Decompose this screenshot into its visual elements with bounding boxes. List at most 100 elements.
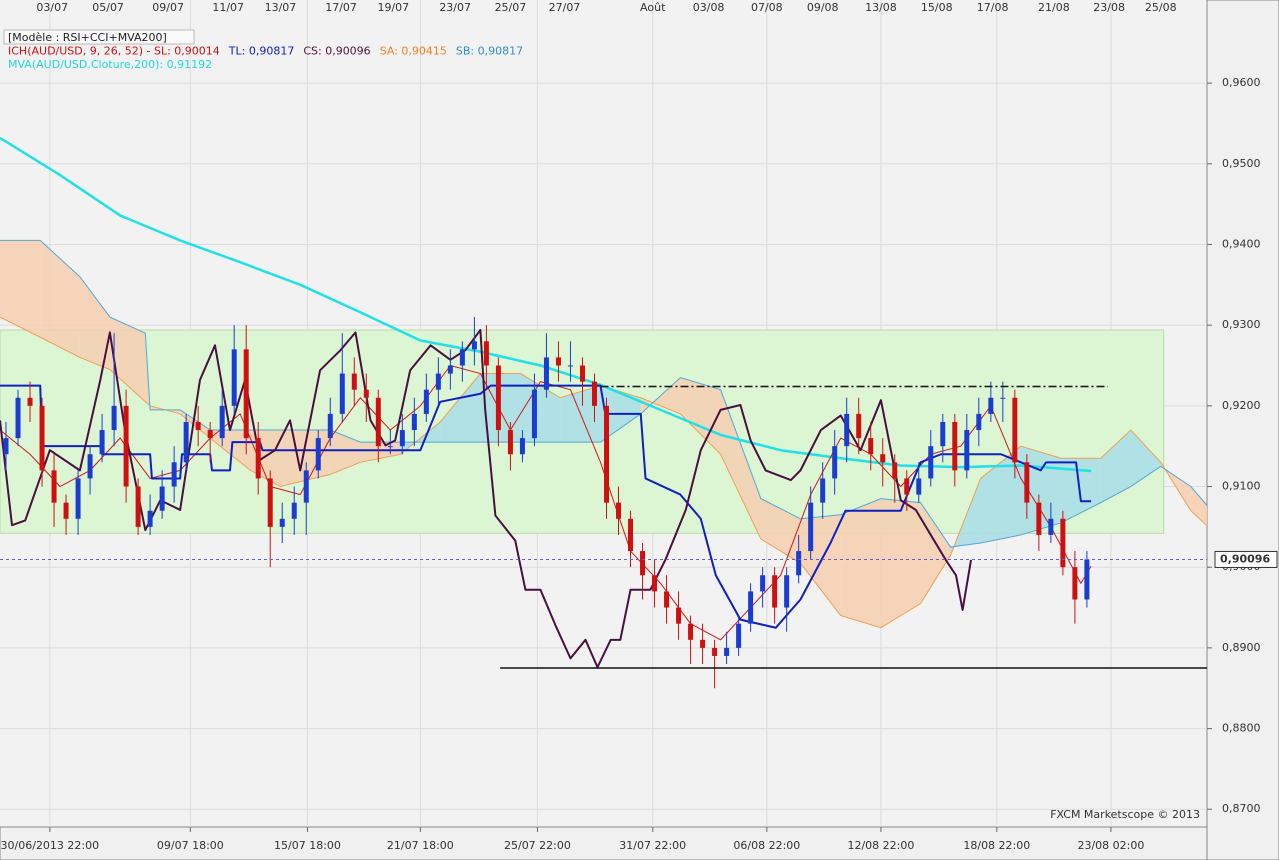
candle-body [604,405,610,503]
x-tick-label: 12/08 22:00 [847,839,914,852]
candle-body [459,349,465,366]
legend-row: ICH(AUD/USD, 9, 26, 52) - SL: 0,90014 TL:… [8,45,523,58]
legend-entry: SB: 0,90817 [456,45,523,58]
last-price-box [1214,550,1278,568]
cloud-fill [79,276,110,370]
plot-area [0,0,1207,827]
candle-body [123,405,129,487]
top-date-label: 17/07 [325,1,357,14]
watermark: FXCM Marketscope © 2013 [1050,808,1200,821]
candle-body [99,430,105,455]
candle-body [483,341,489,366]
cloud-fill [109,317,146,402]
top-date-label: 03/07 [36,1,68,14]
candle-body [988,397,994,414]
candle-body [1072,567,1078,600]
price-axis-panel [1206,0,1279,860]
candle-body [868,438,874,455]
top-date-label: 19/07 [377,1,409,14]
cloud-fill [1130,430,1161,487]
top-date-label: 09/08 [807,1,839,14]
candle-body [231,349,237,406]
top-date-label: 25/07 [495,1,527,14]
legend-entry: [Modèle : RSI+CCI+MVA200] [8,31,167,44]
cloud-fill [1061,458,1101,523]
candle-body [591,381,597,406]
candle-body [519,438,525,455]
top-date-label: 25/08 [1145,1,1177,14]
time-axis-panel [0,826,1208,860]
cloud-fill [330,430,361,475]
candle-body [39,405,45,471]
candle-body [904,478,910,495]
candle-body [640,551,646,576]
x-tick-label: 15/07 18:00 [274,839,341,852]
y-tick-label: 0,9400 [1222,237,1261,250]
candle-body [724,647,730,656]
x-tick-label: 18/08 22:00 [963,839,1030,852]
legend-entry: CS: 0,90096 [303,45,370,58]
y-tick-label: 0,8700 [1222,802,1261,815]
candle-body [567,365,573,367]
candle-body [964,430,970,471]
candle-body [279,518,285,527]
candle-body [111,405,117,431]
candle-body [195,421,201,431]
x-tick-label: 09/07 18:00 [157,839,224,852]
cloud-fill [680,377,721,455]
legend-row: [Modèle : RSI+CCI+MVA200] [8,31,167,44]
candle-body [579,365,585,382]
candle-body [892,462,898,479]
cloud-fill [210,430,251,471]
candle-body [820,478,826,503]
candle-body [399,430,405,447]
candle-body [928,446,934,479]
candle-body [147,510,153,527]
candle-body [1012,397,1018,463]
cloud-fill [40,240,80,358]
top-date-label: 13/08 [865,1,897,14]
candle-body [543,357,549,390]
candle-body [159,486,165,511]
indicator-line [0,328,972,669]
legend-entry: TL: 0,90817 [228,45,295,58]
candle-body [411,413,417,431]
top-date-label: 23/08 [1093,1,1125,14]
candle-body [219,405,225,439]
x-tick-label: 23/08 02:00 [1077,839,1144,852]
candle-body [255,438,261,479]
candle-body [531,389,537,439]
candle-body [664,591,670,608]
y-tick-label: 0,8900 [1222,641,1261,654]
candle-body [736,623,742,648]
candle-body [796,551,802,576]
top-date-label: 09/07 [152,1,184,14]
candle-body [784,575,790,608]
top-date-label: 03/08 [693,1,725,14]
top-date-label: 17/08 [977,1,1009,14]
legend-entry: ICH(AUD/USD, 9, 26, 52) - SL: 0,90014 [8,45,220,58]
candle-body [760,575,766,592]
candle-body [471,341,477,350]
top-date-label: 27/07 [549,1,581,14]
y-tick-label: 0,9300 [1222,318,1261,331]
x-tick-label: 25/07 22:00 [504,839,571,852]
candle-body [700,639,706,648]
x-tick-label: 06/08 22:00 [733,839,800,852]
candle-body [1060,518,1066,568]
candle-body [51,470,57,503]
cloud-fill [0,240,41,338]
last-price-label: 0,90096 [1220,552,1270,565]
cloud-fill [1100,430,1131,503]
candle-body [1048,518,1054,535]
y-tick-label: 0,8800 [1222,722,1261,735]
legend-row: MVA(AUD/USD.Cloture,200): 0,91192 [8,58,212,71]
candle-body [952,421,958,471]
candle-body [63,502,69,519]
candle-body [856,413,862,439]
candle-body [1000,397,1006,399]
cloud-fill [720,389,761,539]
top-date-label: Août [640,1,666,14]
